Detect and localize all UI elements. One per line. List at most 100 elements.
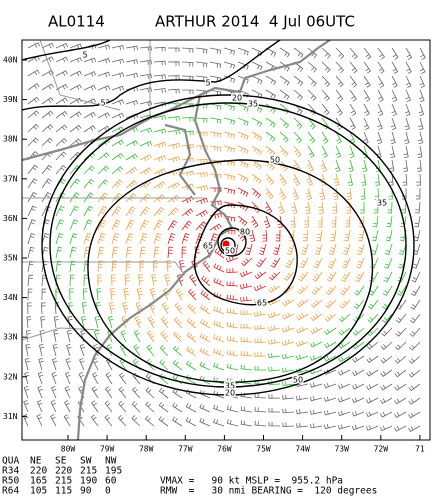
wind-barb (66, 329, 72, 343)
wind-barb (342, 243, 351, 256)
wind-barb (69, 192, 80, 203)
wind-barb (404, 117, 410, 131)
wind-barb (27, 246, 35, 259)
wind-barb (139, 73, 152, 79)
wind-barb (106, 344, 113, 357)
wind-barb (366, 369, 379, 377)
wind-barb (153, 115, 167, 121)
wind-barb (213, 334, 225, 343)
wind-barb (135, 301, 143, 315)
wind-barb (377, 47, 385, 60)
wind-barb (223, 103, 236, 111)
wind-barb (189, 274, 197, 287)
wind-barb (125, 153, 138, 161)
wind-barb (181, 117, 194, 122)
wind-barb (251, 47, 263, 57)
wind-barb (324, 341, 337, 349)
wind-barb (173, 331, 183, 343)
wind-barb (167, 129, 180, 135)
wind-barb (51, 371, 57, 385)
wind-barb (104, 414, 113, 427)
wind-barb (153, 168, 166, 176)
wind-barb (37, 385, 43, 399)
wind-barb (268, 394, 281, 399)
wind-barb (265, 117, 276, 128)
wind-barb (185, 417, 197, 427)
wind-barb (377, 117, 383, 131)
wind-barb (351, 424, 365, 431)
wind-barb (64, 371, 71, 385)
wind-barb (41, 164, 53, 175)
wind-barb (419, 47, 426, 60)
wind-barb (293, 61, 304, 73)
wind-barb (175, 288, 183, 301)
wind-barb (209, 223, 222, 231)
wind-barb (373, 201, 379, 214)
wind-barb (265, 47, 277, 57)
wind-barb (91, 386, 99, 399)
wind-barb (404, 131, 410, 145)
wind-barb (240, 406, 253, 413)
wind-barb (69, 43, 83, 49)
wind-barb (97, 205, 108, 217)
wind-barb (209, 233, 218, 245)
wind-barb (418, 117, 424, 131)
wind-barb (111, 139, 124, 147)
wind-barb (209, 61, 222, 69)
wind-barb (345, 215, 351, 228)
wind-barb (139, 206, 150, 217)
wind-barb (380, 411, 393, 418)
wind-barb (386, 215, 393, 228)
wind-barb (415, 201, 421, 214)
wind-barb (375, 173, 381, 186)
wind-barb (97, 260, 104, 273)
wind-barb (268, 353, 281, 358)
wind-barb (356, 243, 365, 256)
lat-label: 33N (3, 333, 18, 342)
wind-barb (327, 257, 337, 269)
wind-barb (50, 400, 57, 413)
wind-barb (368, 285, 379, 296)
wind-barb (365, 411, 379, 418)
wind-barb (352, 355, 365, 363)
wind-barb (65, 357, 71, 371)
wind-barb (27, 123, 40, 133)
wind-barb (186, 360, 197, 371)
wind-barb (195, 117, 208, 123)
title: ARTHUR 2014 4 Jul 06UTC (155, 13, 355, 31)
wind-barb (41, 97, 54, 105)
wind-barb (338, 313, 351, 323)
wind-barb (122, 301, 129, 315)
wind-barb (69, 288, 74, 301)
wind-barb (363, 75, 371, 88)
wind-barb (265, 89, 276, 100)
wind-barb (158, 387, 169, 399)
wind-barb (338, 355, 351, 363)
wind-barb (187, 303, 197, 315)
wind-barb (108, 301, 115, 315)
wind-barb (268, 408, 281, 413)
wind-barb (411, 271, 421, 283)
wind-barb (125, 246, 132, 259)
wind-barb (251, 159, 262, 170)
lat-label: 39N (3, 95, 18, 104)
wind-barb (159, 345, 169, 357)
wind-barb (323, 423, 337, 430)
wind-barb (239, 283, 253, 289)
wind-barb (83, 165, 95, 175)
wind-barb (27, 219, 36, 231)
wind-barb (307, 47, 318, 59)
wind-barb (282, 408, 295, 414)
wind-barb (349, 145, 355, 159)
wind-barb (50, 414, 57, 427)
wind-barb (226, 363, 239, 371)
wind-barb (417, 131, 424, 145)
wind-barb (254, 324, 267, 330)
wind-barb (27, 178, 38, 189)
wind-barb (374, 187, 380, 200)
wind-barb (105, 386, 113, 399)
table-header: SE (55, 456, 67, 467)
wind-barb (367, 313, 379, 323)
wind-barb (91, 372, 99, 385)
wind-barb (254, 271, 267, 280)
